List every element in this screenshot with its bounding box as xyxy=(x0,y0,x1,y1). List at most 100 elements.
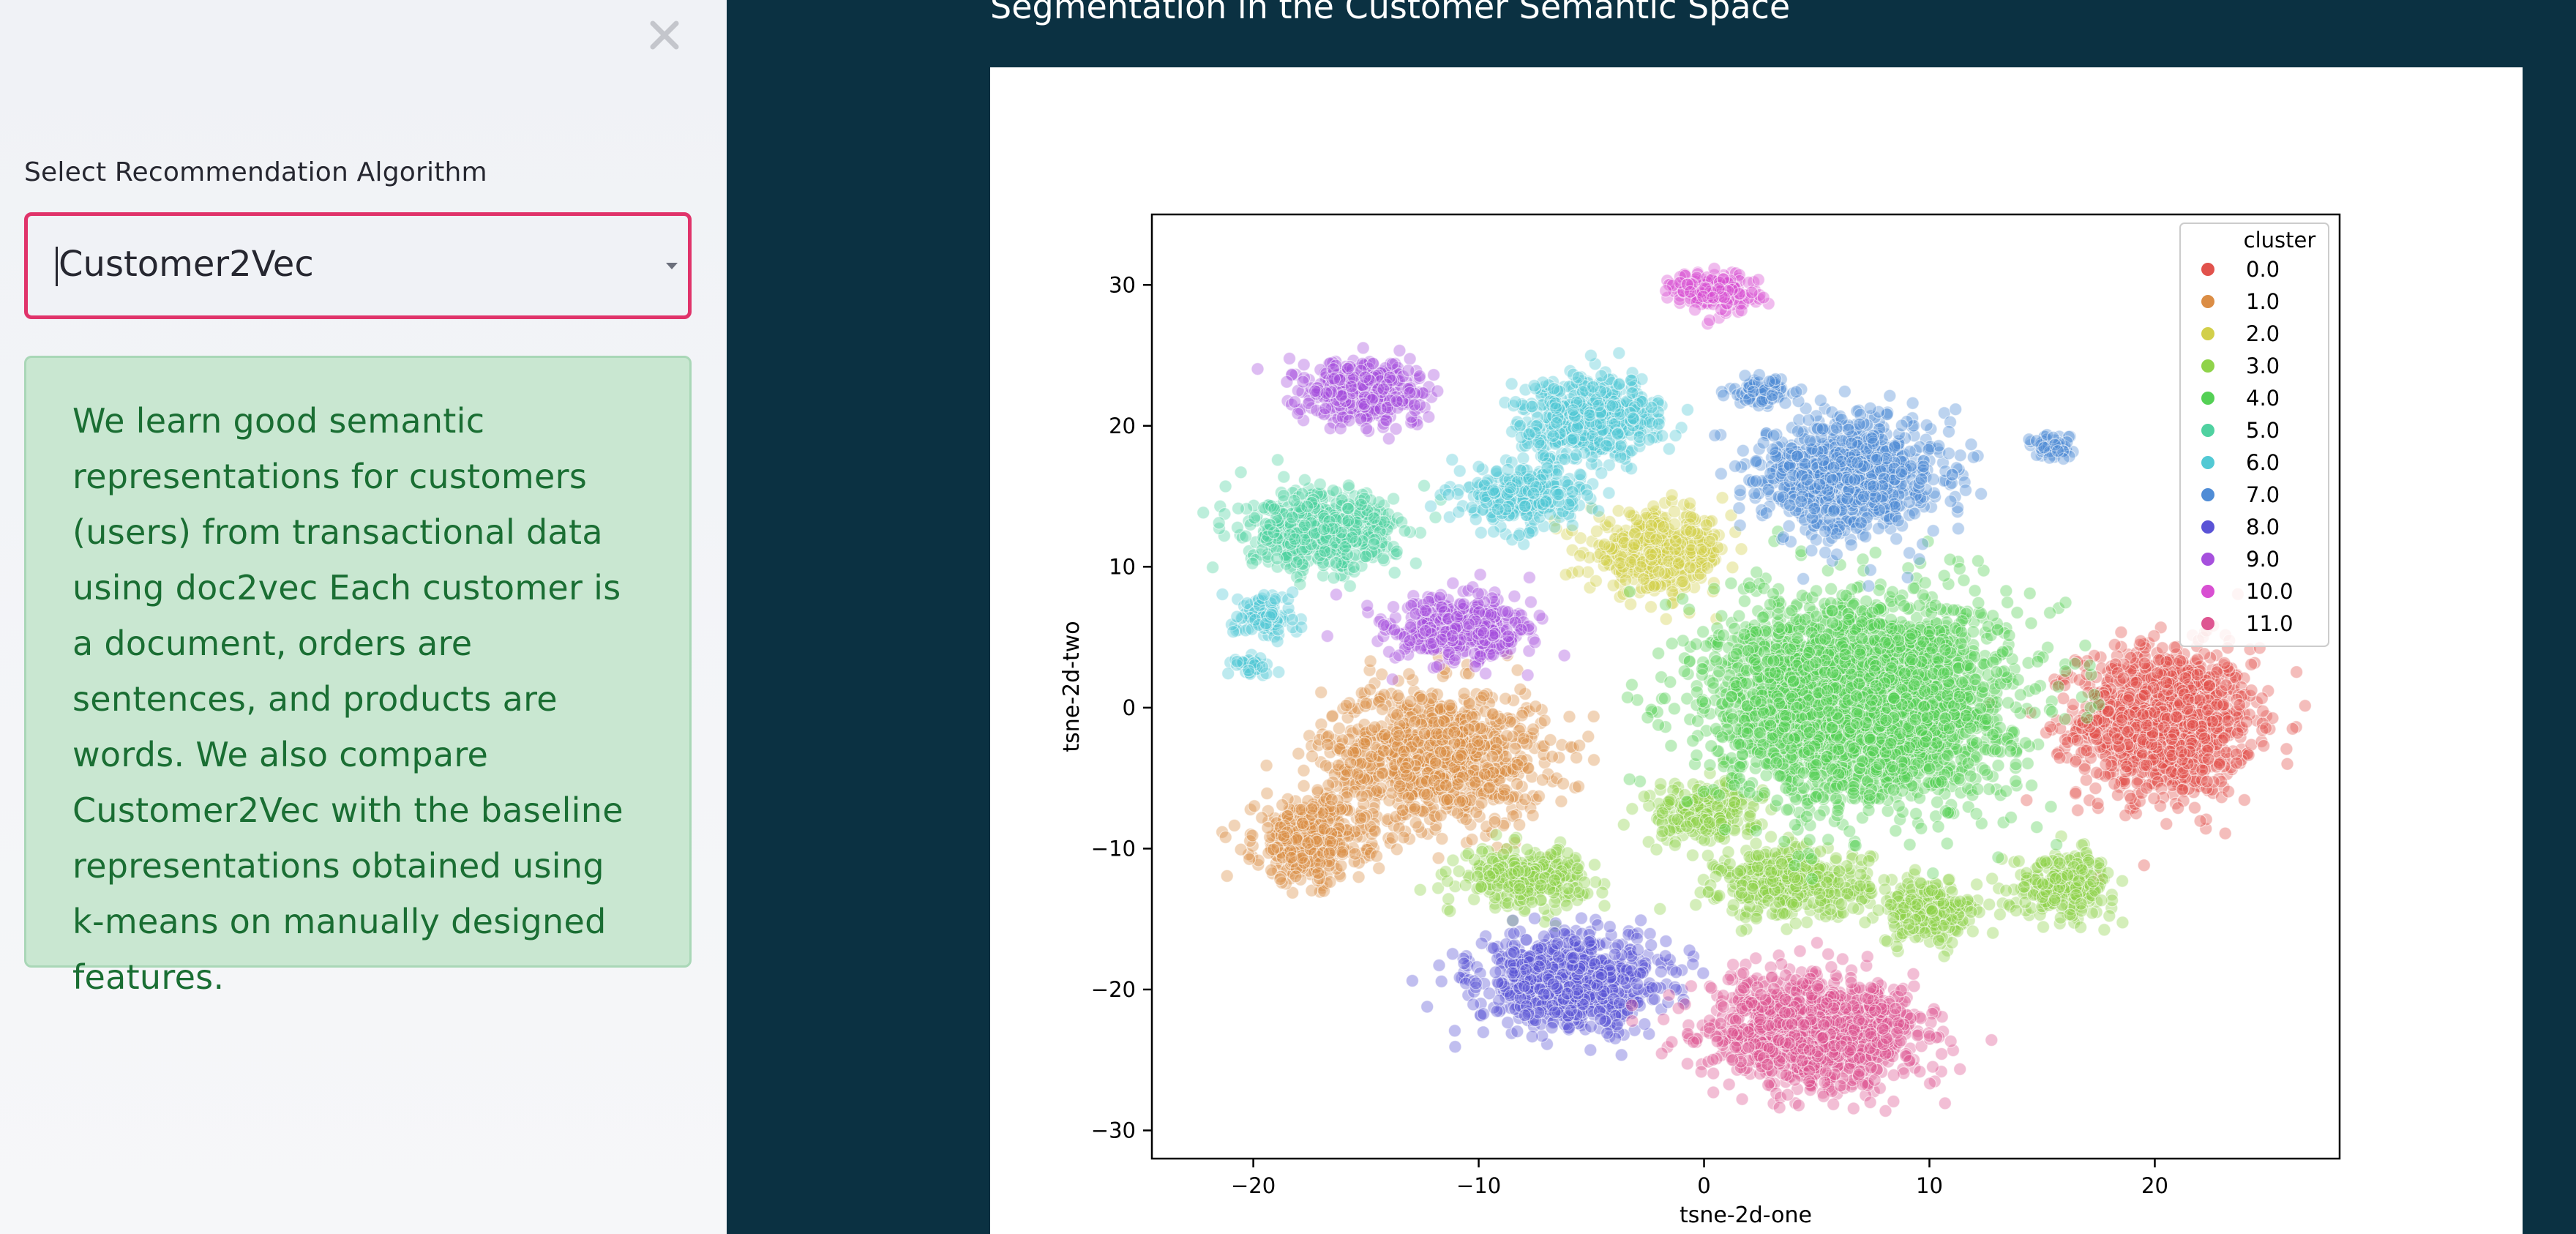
scatter-point xyxy=(1684,524,1698,539)
scatter-point xyxy=(1305,749,1319,763)
scatter-point xyxy=(2094,894,2108,908)
scatter-point xyxy=(1543,733,1557,747)
scatter-point xyxy=(2193,814,2207,828)
scatter-point xyxy=(1570,861,1584,875)
scatter-point xyxy=(2073,920,2088,935)
scatter-point xyxy=(1247,799,1262,813)
scatter-point xyxy=(1352,870,1366,884)
scatter-point xyxy=(1617,818,1630,831)
scatter-point xyxy=(1689,898,1703,912)
scatter-point xyxy=(1359,696,1374,711)
scatter-point xyxy=(1470,734,1485,749)
close-sidebar-button[interactable] xyxy=(643,13,686,57)
scatter-point xyxy=(1289,870,1303,883)
scatter-point xyxy=(2115,874,2130,888)
scatter-point xyxy=(1969,878,1984,891)
chevron-down-icon[interactable] xyxy=(657,251,686,280)
scatter-point xyxy=(1985,872,1999,886)
scatter-point xyxy=(2091,796,2105,811)
scatter-point xyxy=(1420,788,1434,801)
scatter-point xyxy=(2171,801,2185,815)
scatter-point xyxy=(1295,816,1309,831)
scatter-point xyxy=(1450,806,1464,820)
scatter-point xyxy=(1589,574,1603,588)
scatter-point xyxy=(2139,758,2154,772)
scatter-point xyxy=(1560,846,1575,860)
scatter-point xyxy=(1644,518,1658,533)
scatter-point xyxy=(1571,564,1586,578)
info-alert: We learn good semantic representations f… xyxy=(24,356,692,997)
scatter-point xyxy=(1561,881,1575,896)
scatter-point xyxy=(1513,818,1527,832)
scatter-point xyxy=(2186,719,2200,733)
scatter-point xyxy=(1439,864,1453,879)
scatter-point xyxy=(1655,806,1669,820)
scatter-point xyxy=(1538,714,1551,728)
scatter-point xyxy=(1745,881,1760,896)
scatter-point xyxy=(1525,895,1539,909)
scatter-point xyxy=(1372,861,1386,875)
scatter-point xyxy=(1526,808,1540,823)
scatter-point xyxy=(2198,731,2212,745)
scatter-point xyxy=(1647,499,1660,513)
scatter-point xyxy=(1344,756,1358,770)
scatter-point xyxy=(1665,488,1679,502)
scatter-point xyxy=(1396,831,1411,845)
scatter-point xyxy=(1953,894,1967,908)
scatter-point xyxy=(1573,549,1587,563)
scatter-point xyxy=(1311,783,1325,797)
scatter-point xyxy=(2175,782,2190,797)
scatter-point xyxy=(1451,777,1465,791)
scatter-point xyxy=(2137,859,2151,872)
scatter-point xyxy=(1562,710,1576,724)
scatter-point xyxy=(1220,869,1234,883)
scatter-point xyxy=(1448,725,1461,739)
scatter-point xyxy=(1841,886,1854,901)
scatter-point xyxy=(1590,524,1604,539)
scatter-point xyxy=(2048,894,2062,908)
scatter-point xyxy=(2080,744,2094,758)
scatter-point xyxy=(2187,801,2202,815)
scatter-point xyxy=(1358,736,1371,750)
scatter-point xyxy=(2078,762,2092,776)
scatter-point xyxy=(1587,709,1600,724)
scatter-point xyxy=(1571,779,1586,793)
scatter-point xyxy=(2038,854,2052,868)
scatter-point xyxy=(1510,758,1524,772)
scatter-point xyxy=(1715,490,1729,505)
scatter-point xyxy=(2019,866,2034,880)
algorithm-select[interactable]: Customer2Vec xyxy=(24,212,692,319)
scatter-point xyxy=(1462,722,1476,736)
scatter-point xyxy=(1600,554,1614,568)
scatter-point xyxy=(1418,727,1431,741)
scatter-point xyxy=(1628,526,1642,540)
scatter-point xyxy=(2053,856,2067,870)
figure-card: −20 −10 0 10 20 −30 −20 −10 0 10 20 30 tsne-2d-one ts… xyxy=(990,67,2523,1234)
scatter-point xyxy=(1534,878,1548,892)
scatter-point xyxy=(2169,710,2183,724)
scatter-point xyxy=(1526,722,1540,736)
scatter-point xyxy=(1461,847,1475,861)
scatter-point xyxy=(1500,729,1514,743)
scatter-point xyxy=(1734,542,1748,556)
scatter-point xyxy=(1887,910,1901,925)
scatter-point xyxy=(1644,600,1658,614)
scatter-point xyxy=(1878,882,1892,897)
scatter-point xyxy=(1334,859,1348,872)
scatter-point xyxy=(1880,934,1894,949)
scatter-point xyxy=(1884,897,1898,911)
scatter-point xyxy=(2075,863,2089,877)
scatter-point xyxy=(2140,781,2154,795)
scatter-point xyxy=(1292,747,1306,760)
scatter-point xyxy=(1443,904,1457,919)
scatter-point xyxy=(1261,820,1275,835)
info-alert-text: We learn good semantic representations f… xyxy=(72,401,624,997)
scatter-point xyxy=(1266,842,1281,856)
scatter-point xyxy=(2111,788,2125,802)
scatter-point xyxy=(1378,728,1392,741)
scatter-point xyxy=(1532,789,1546,804)
scatter-point xyxy=(1787,870,1802,885)
scatter-point xyxy=(1515,708,1529,722)
scatter-point xyxy=(2036,877,2050,891)
scatter-point xyxy=(1595,886,1609,900)
